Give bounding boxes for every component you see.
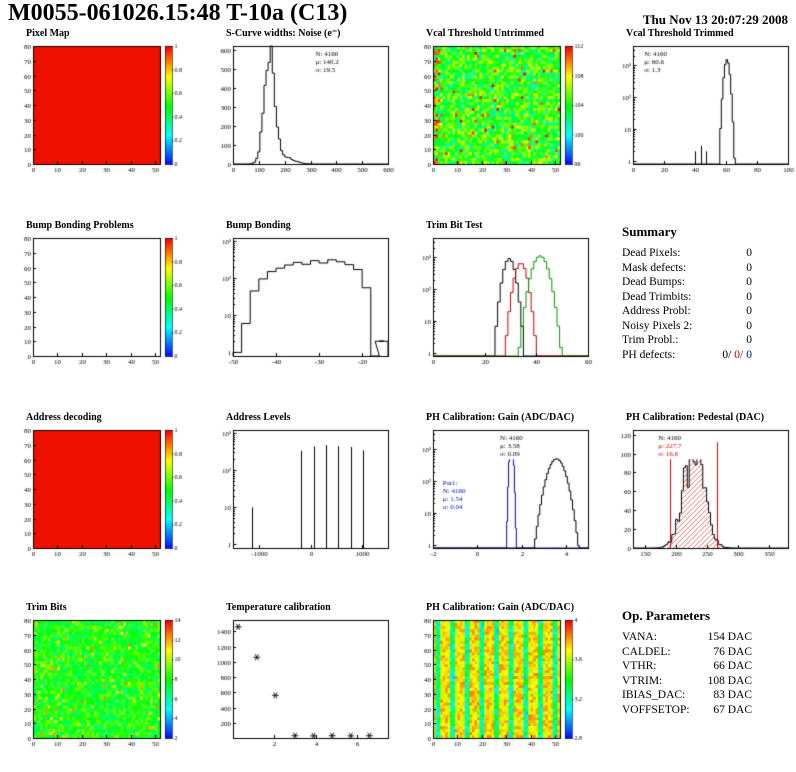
param-value-part: 0	[746, 348, 752, 361]
param-row: Dead Pixels: 0	[622, 246, 752, 261]
param-value: 67 DAC	[713, 703, 752, 716]
temperature-plot	[206, 615, 396, 753]
temperature-title: Temperature calibration	[226, 602, 331, 613]
panel-address-levels: Address Levels	[206, 412, 398, 563]
param-label: Noisy Pixels 2:	[622, 319, 693, 332]
page-title: M0055-061026.15:48 T-10a (C13)	[8, 0, 348, 26]
param-row: Noisy Pixels 2: 0	[622, 319, 752, 334]
param-label: Dead Bumps:	[622, 276, 685, 288]
address-levels-plot	[206, 425, 396, 563]
trim-bits-plot	[6, 615, 196, 753]
param-row: Address Probl: 0	[622, 304, 752, 319]
bump-bonding-plot	[206, 233, 396, 371]
panel-vcal-trimmed: Vcal Threshold Trimmed	[606, 28, 796, 179]
param-row: VTRIM: 108 DAC	[622, 674, 752, 689]
param-row: VTHR: 66 DAC	[622, 659, 752, 674]
summary-title: Summary	[622, 224, 677, 239]
panel-trimbit-test: Trim Bit Test	[406, 220, 598, 371]
param-value-part: 0/	[722, 348, 732, 361]
panel-pixel-map: Pixel Map	[6, 28, 198, 179]
param-label: Dead Trimbits:	[622, 290, 692, 303]
param-label: CALDEL:	[622, 645, 671, 658]
param-value: 0	[746, 276, 752, 288]
param-value: 66 DAC	[713, 660, 752, 672]
param-label: Trim Probl.:	[622, 334, 679, 346]
bump-problems-title: Bump Bonding Problems	[26, 220, 134, 231]
op-parameters-rows: VANA: 154 DAC CALDEL: 76 DAC VTHR: 66 DAC VTRI…	[622, 630, 762, 717]
panel-address-decoding: Address decoding	[6, 412, 198, 563]
param-row: Dead Trimbits: 0	[622, 290, 752, 305]
trim-bits-title: Trim Bits	[26, 602, 67, 613]
param-row: Dead Bumps: 0	[622, 275, 752, 290]
summary-rows: Dead Pixels: 0 Mask defects: 0 Dead Bumps: 0 D…	[622, 246, 762, 362]
param-value: 108 DAC	[707, 674, 752, 687]
pixel-map-title: Pixel Map	[26, 28, 70, 39]
ph-gain-hist-plot	[406, 425, 596, 563]
param-row: Trim Probl.: 0	[622, 333, 752, 348]
vcal-untrimmed-title: Vcal Threshold Untrimmed	[426, 28, 544, 39]
panel-bump-bonding: Bump Bonding	[206, 220, 398, 371]
panel-ph-gain-hist: PH Calibration: Gain (ADC/DAC)	[406, 412, 598, 563]
param-value: 0	[746, 261, 752, 274]
param-row: PH defects: 0/0/0	[622, 348, 752, 363]
vcal-trimmed-plot	[606, 41, 796, 179]
param-label: Address Probl:	[622, 305, 691, 317]
ph-gain-hist-title: PH Calibration: Gain (ADC/DAC)	[426, 412, 575, 423]
trimbit-test-title: Trim Bit Test	[426, 220, 483, 231]
param-row: IBIAS_DAC: 83 DAC	[622, 688, 752, 703]
panel-temperature: Temperature calibration	[206, 602, 398, 753]
bump-bonding-title: Bump Bonding	[226, 220, 291, 231]
param-row: VANA: 154 DAC	[622, 630, 752, 645]
param-value: 76 DAC	[713, 645, 752, 658]
param-row: CALDEL: 76 DAC	[622, 645, 752, 660]
param-value: 0	[746, 305, 752, 317]
param-row: Mask defects: 0	[622, 261, 752, 276]
param-label: Dead Pixels:	[622, 247, 681, 259]
panel-bump-problems: Bump Bonding Problems	[6, 220, 198, 371]
param-value: 0/0/0	[719, 348, 752, 363]
panel-scurve-noise: S-Curve widths: Noise (e⁻)	[206, 28, 398, 179]
param-value: 83 DAC	[713, 689, 752, 701]
param-value: 0	[746, 290, 752, 303]
param-value: 154 DAC	[707, 631, 752, 643]
panel-vcal-untrimmed: Vcal Threshold Untrimmed	[406, 28, 598, 179]
scurve-noise-title: S-Curve widths: Noise (e⁻)	[226, 28, 341, 39]
ph-pedestal-title: PH Calibration: Pedestal (DAC)	[626, 412, 765, 423]
panel-ph-gain-map: PH Calibration: Gain (ADC/DAC)	[406, 602, 598, 753]
param-label: VTRIM:	[622, 674, 663, 687]
param-label: VTHR:	[622, 660, 657, 672]
ph-gain-map-plot	[406, 615, 596, 753]
panel-trim-bits: Trim Bits	[6, 602, 198, 753]
param-row: VOFFSETOP: 67 DAC	[622, 703, 752, 718]
timestamp: Thu Nov 13 20:07:29 2008	[642, 12, 788, 27]
panel-op-parameters: Op. Parameters VANA: 154 DAC CALDEL: 76 DAC…	[622, 608, 762, 717]
panel-ph-pedestal: PH Calibration: Pedestal (DAC)	[606, 412, 796, 563]
trimbit-test-plot	[406, 233, 596, 371]
param-label: Mask defects:	[622, 261, 687, 274]
ph-gain-map-title: PH Calibration: Gain (ADC/DAC)	[426, 602, 575, 613]
op-parameters-title: Op. Parameters	[622, 608, 711, 623]
address-levels-title: Address Levels	[226, 412, 291, 423]
param-value-part: 0/	[734, 348, 744, 361]
vcal-untrimmed-plot	[406, 41, 596, 179]
vcal-trimmed-title: Vcal Threshold Trimmed	[626, 28, 734, 39]
address-decoding-plot	[6, 425, 196, 563]
param-value: 0	[746, 334, 752, 346]
address-decoding-title: Address decoding	[26, 412, 102, 423]
param-label: IBIAS_DAC:	[622, 689, 686, 701]
param-label: PH defects:	[622, 348, 676, 361]
param-value: 0	[746, 247, 752, 259]
param-label: VANA:	[622, 631, 657, 643]
scurve-noise-plot	[206, 41, 396, 179]
panel-summary: Summary Dead Pixels: 0 Mask defects: 0 Dead …	[622, 224, 762, 362]
ph-pedestal-plot	[606, 425, 796, 563]
param-value: 0	[746, 319, 752, 332]
pixel-map-plot	[6, 41, 196, 179]
param-label: VOFFSETOP:	[622, 703, 690, 716]
bump-problems-plot	[6, 233, 196, 371]
